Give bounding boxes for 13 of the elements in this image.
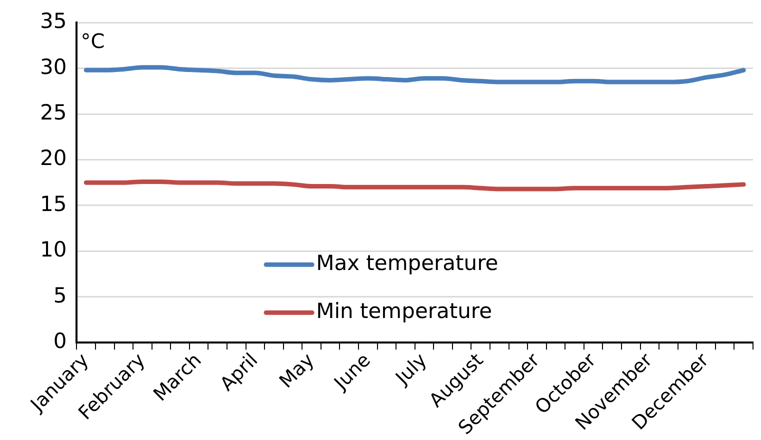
legend-label: Min temperature [316,299,492,324]
line-series [84,179,746,192]
y-tick-label: 35 [40,9,67,34]
y-tick-label: 10 [40,238,67,262]
y-tick-label: 15 [40,192,67,216]
line-series [84,65,746,84]
y-tick-label: 30 [40,54,67,79]
y-tick-label: 25 [40,100,67,124]
y-tick-label: 0 [53,329,67,354]
y-tick-label: 20 [40,146,67,170]
y-tick-label: 5 [53,283,67,308]
y-axis-title: °C [80,28,105,53]
legend-label: Max temperature [316,251,498,276]
